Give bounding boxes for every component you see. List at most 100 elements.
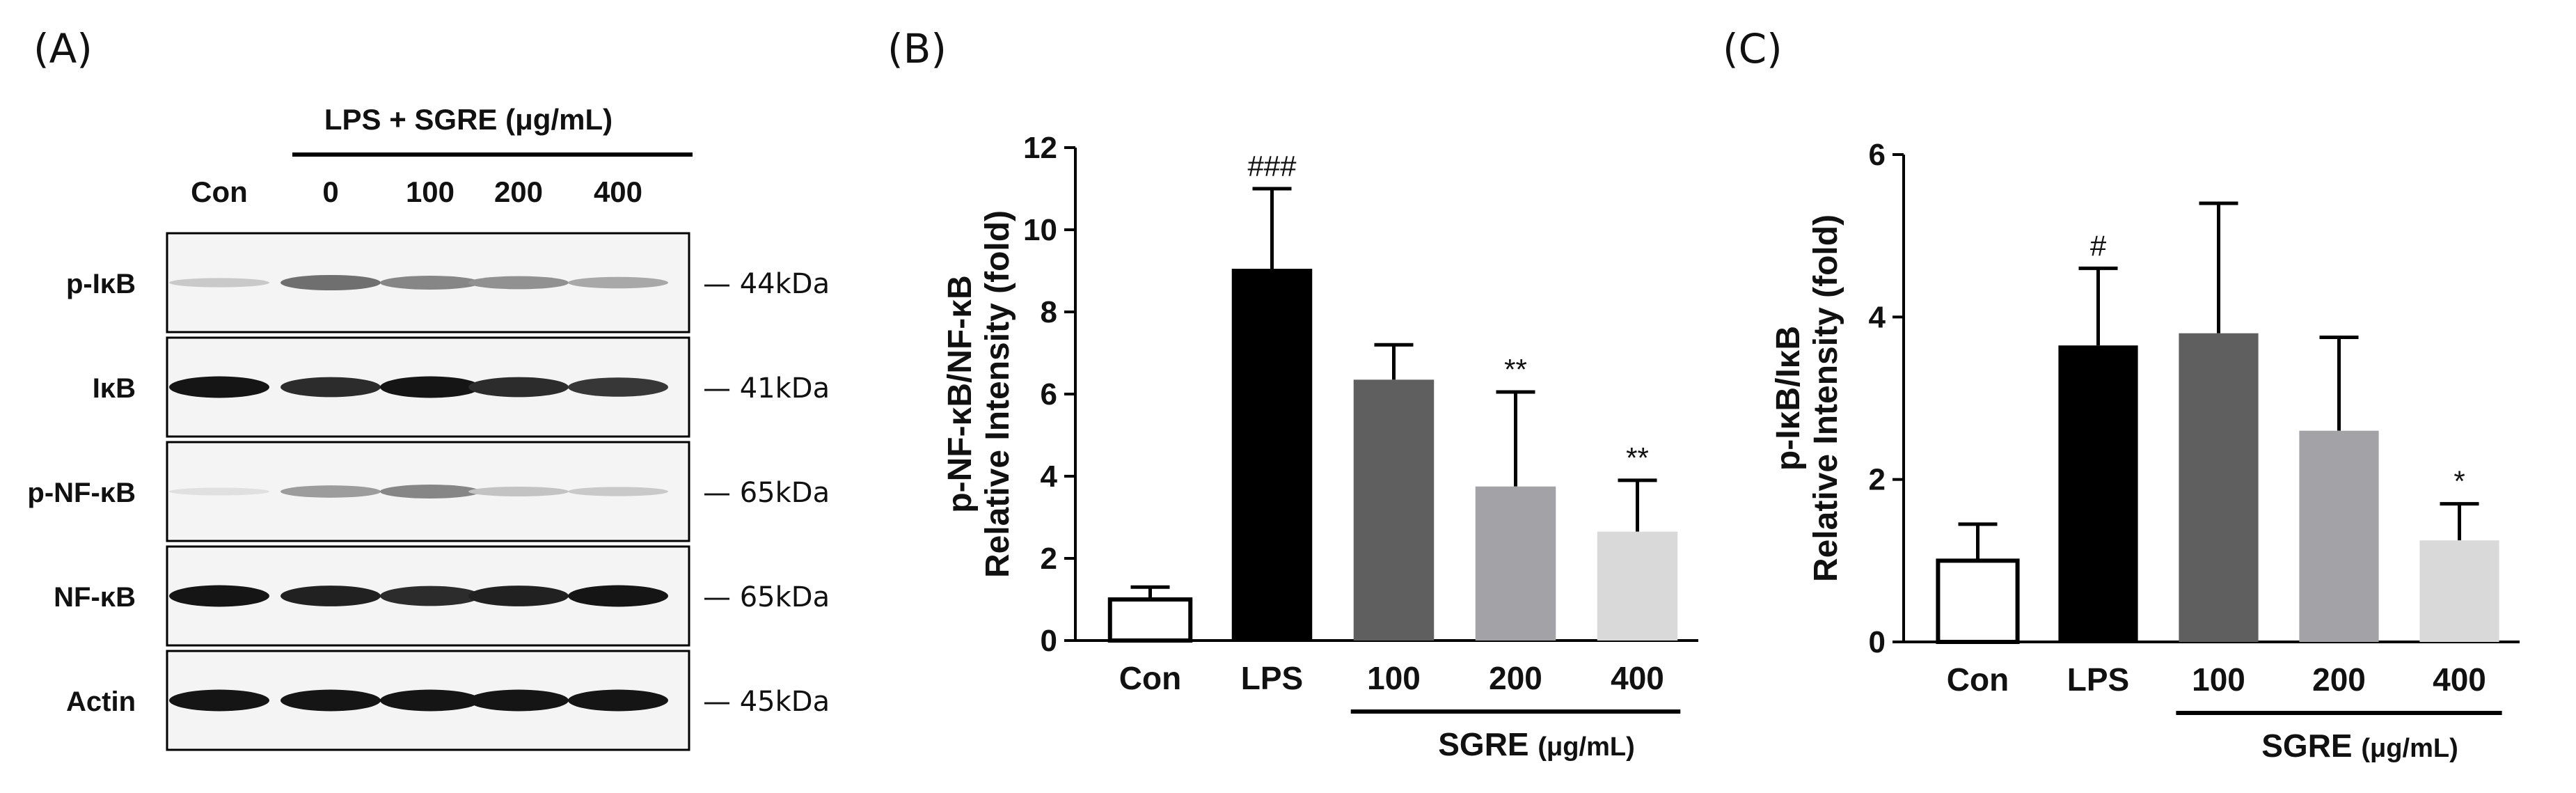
significance-marker: ** — [1626, 441, 1649, 474]
bar — [1936, 558, 2020, 644]
blot-lane-label: 100 — [406, 175, 455, 208]
blot-row-label: p-NF-κB — [27, 478, 136, 508]
y-tick-label: 6 — [1041, 377, 1057, 411]
y-tick-label: 6 — [1869, 138, 1886, 172]
chart-c-pikb: 0 2 4 6 p-IκB/IκBRelative Intensity (fold) Co… — [1770, 138, 2520, 764]
blot-band — [169, 585, 269, 607]
blot-band — [380, 276, 480, 290]
x-tick-label: 100 — [2192, 661, 2245, 698]
blot-band — [280, 377, 381, 398]
blot-row-label: IκB — [93, 373, 136, 404]
y-axis-label-line2: Relative Intensity (fold) — [1808, 214, 1844, 582]
bar — [1231, 269, 1313, 641]
blot-mw-label: — 65kDa — [703, 477, 830, 509]
blot-band — [380, 485, 480, 498]
bar — [1353, 379, 1435, 641]
bar — [2299, 430, 2379, 642]
blot-mw-label: — 45kDa — [703, 686, 830, 718]
blot-band — [568, 377, 668, 397]
blot-band — [169, 487, 269, 496]
western-blot-panel: LPS + SGRE (μg/mL) Con 0 100 200 400 p-IκB — … — [27, 103, 830, 751]
x-tick-label: 200 — [2312, 661, 2366, 698]
blot-band — [568, 689, 668, 712]
blot-band — [468, 586, 569, 606]
blot-row: p-NF-κB — 65kDa — [27, 441, 830, 542]
blot-band — [169, 278, 269, 288]
blot-lane-label: 0 — [322, 175, 338, 208]
blot-row-label: Actin — [66, 686, 136, 717]
blot-band — [169, 376, 269, 398]
y-tick-label: 8 — [1041, 295, 1057, 329]
bar — [1107, 597, 1193, 643]
blot-row: NF-κB — 65kDa — [54, 545, 830, 647]
blot-band — [468, 689, 569, 712]
x-tick-label: 400 — [2433, 661, 2486, 698]
blot-treatment-header: LPS + SGRE (μg/mL) — [324, 103, 613, 136]
blot-row: IκB — 41kDa — [93, 336, 830, 438]
panel-label-a: (A) — [33, 25, 93, 72]
y-tick-label: 4 — [1041, 460, 1058, 494]
x-tick-label: 400 — [1611, 660, 1664, 696]
blot-band — [280, 586, 381, 606]
x-tick-label: LPS — [2067, 661, 2129, 698]
blot-lane-label: Con — [191, 175, 248, 208]
y-tick-label: 0 — [1869, 625, 1886, 659]
blot-lane-label: 400 — [594, 175, 642, 208]
blot-band — [380, 689, 480, 712]
blot-mw-label: — 65kDa — [703, 581, 830, 613]
blot-band — [468, 276, 569, 290]
y-axis-label-line1: p-IκB/IκB — [1770, 326, 1807, 471]
blot-band — [568, 585, 668, 607]
group-label-name: SGRE — [2261, 728, 2361, 764]
bar — [1475, 486, 1556, 641]
blot-band — [568, 276, 668, 289]
significance-marker: ### — [1247, 150, 1297, 182]
blot-mw-label: — 44kDa — [703, 268, 830, 300]
group-label-name: SGRE — [1438, 726, 1538, 762]
y-axis-label-line1: p-NF-κB/NF-κB — [942, 275, 979, 512]
bar — [2179, 333, 2259, 642]
x-tick-label: Con — [1119, 660, 1181, 696]
blot-lane-label: 200 — [494, 175, 543, 208]
blot-lane-labels: Con 0 100 200 400 — [191, 175, 642, 208]
bar — [2419, 540, 2499, 642]
chart-b-pnfkb: 0 2 4 6 8 10 12 p-NF-κB/NF-κBRelative Intensity… — [942, 131, 1698, 762]
x-tick-label: LPS — [1241, 660, 1303, 696]
blot-row: p-IκB — 44kDa — [66, 232, 830, 333]
blot-row-label: p-IκB — [66, 269, 136, 299]
blot-band — [468, 377, 569, 398]
y-tick-label: 10 — [1023, 213, 1057, 247]
x-tick-label: 100 — [1367, 660, 1421, 696]
y-tick-label: 0 — [1041, 624, 1057, 658]
blot-band — [169, 689, 269, 712]
y-tick-label: 2 — [1869, 463, 1886, 497]
y-axis-label-line2: Relative Intensity (fold) — [979, 210, 1016, 578]
group-label-unit: (μg/mL) — [2361, 734, 2458, 763]
y-tick-label: 12 — [1023, 131, 1057, 165]
significance-marker: # — [2090, 229, 2107, 262]
blot-row: Actin — 45kDa — [66, 650, 830, 751]
blot-band — [468, 487, 569, 496]
blot-band — [568, 487, 668, 496]
group-label-unit: (μg/mL) — [1538, 732, 1634, 762]
blot-band — [280, 485, 381, 498]
group-label: SGRE (μg/mL) — [2261, 728, 2458, 764]
panel-label-c: (C) — [1723, 25, 1783, 72]
blot-band — [280, 274, 381, 291]
bar — [1597, 531, 1678, 641]
blot-band — [380, 376, 480, 398]
bar — [2058, 345, 2138, 642]
blot-mw-label: — 41kDa — [703, 372, 830, 405]
panel-label-b: (B) — [887, 25, 947, 72]
blot-band — [280, 689, 381, 712]
blot-band — [380, 586, 480, 606]
blot-row-label: NF-κB — [54, 582, 136, 613]
y-tick-label: 4 — [1869, 300, 1886, 334]
y-axis-label: p-IκB/IκBRelative Intensity (fold) — [1770, 214, 1844, 582]
group-label: SGRE (μg/mL) — [1438, 726, 1634, 762]
x-tick-label: 200 — [1489, 660, 1542, 696]
x-tick-label: Con — [1947, 661, 2009, 698]
significance-marker: * — [2453, 465, 2465, 498]
